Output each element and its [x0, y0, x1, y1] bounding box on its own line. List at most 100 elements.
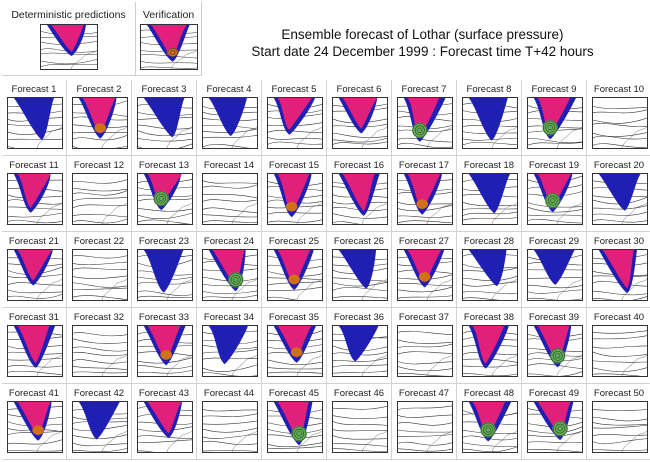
isobar-map	[138, 174, 192, 224]
forecast-label: Forecast 50	[593, 388, 645, 399]
forecast-map	[7, 173, 63, 225]
forecast-panel: Forecast 24	[197, 232, 262, 308]
forecast-label: Forecast 15	[268, 160, 320, 171]
forecast-panel: Forecast 35	[262, 308, 327, 384]
deterministic-map	[39, 24, 98, 70]
forecast-label: Forecast 26	[333, 236, 385, 247]
forecast-label: Forecast 30	[593, 236, 645, 247]
forecast-map	[397, 325, 453, 377]
isobar-map	[203, 180, 257, 224]
forecast-map	[267, 325, 323, 377]
forecast-label: Forecast 21	[8, 236, 60, 247]
forecast-label: Forecast 27	[398, 236, 450, 247]
forecast-map	[72, 401, 128, 453]
deterministic-label: Deterministic predictions	[11, 9, 126, 21]
forecast-map	[72, 97, 128, 149]
forecast-label: Forecast 49	[528, 388, 580, 399]
forecast-panel: Forecast 16	[327, 156, 392, 232]
isobar-map	[463, 174, 517, 224]
isobar-map	[463, 98, 517, 148]
isobar-map	[398, 250, 452, 300]
figure-title: Ensemble forecast of Lothar (surface pre…	[205, 26, 640, 60]
forecast-panel: Forecast 45	[262, 384, 327, 460]
forecast-label: Forecast 25	[268, 236, 320, 247]
isobar-map	[593, 330, 647, 376]
forecast-map	[592, 173, 648, 225]
forecast-label: Forecast 17	[398, 160, 450, 171]
isobar-map	[8, 174, 62, 224]
isobar-map	[138, 326, 192, 376]
forecast-map	[332, 401, 388, 453]
isobar-map	[528, 326, 582, 376]
forecast-panel: Forecast 38	[457, 308, 522, 384]
forecast-map	[592, 249, 648, 301]
isobar-map	[8, 326, 62, 376]
isobar-map	[268, 250, 322, 300]
forecast-panel: Forecast 46	[327, 384, 392, 460]
forecast-panel: Forecast 8	[457, 80, 522, 156]
forecast-panel: Forecast 12	[67, 156, 132, 232]
isobar-map	[140, 25, 197, 69]
forecast-map	[137, 325, 193, 377]
forecast-panel: Forecast 44	[197, 384, 262, 460]
forecast-map	[592, 401, 648, 453]
forecast-panel: Forecast 11	[2, 156, 67, 232]
isobar-map	[398, 405, 452, 452]
isobar-map	[138, 402, 192, 452]
forecast-label: Forecast 19	[528, 160, 580, 171]
isobar-map	[463, 250, 517, 300]
forecast-panel: Forecast 21	[2, 232, 67, 308]
forecast-label: Forecast 22	[73, 236, 125, 247]
forecast-panel: Forecast 39	[522, 308, 587, 384]
forecast-label: Forecast 13	[138, 160, 190, 171]
forecast-map	[7, 325, 63, 377]
title-line-2: Start date 24 December 1999 : Forecast t…	[251, 44, 594, 59]
forecast-map	[332, 173, 388, 225]
forecast-map	[462, 401, 518, 453]
forecast-label: Forecast 45	[268, 388, 320, 399]
forecast-label: Forecast 42	[73, 388, 125, 399]
forecast-panel: Forecast 4	[197, 80, 262, 156]
forecast-panel: Forecast 22	[67, 232, 132, 308]
isobar-map	[203, 98, 257, 148]
forecast-label: Forecast 48	[463, 388, 515, 399]
forecast-panel: Forecast 7	[392, 80, 457, 156]
forecast-label: Forecast 9	[531, 84, 577, 95]
forecast-label: Forecast 44	[203, 388, 255, 399]
forecast-panel: Forecast 3	[132, 80, 197, 156]
forecast-map	[332, 249, 388, 301]
verification-map	[139, 24, 198, 70]
forecast-map	[332, 325, 388, 377]
forecast-label: Forecast 47	[398, 388, 450, 399]
deterministic-panel: Deterministic predictions	[2, 2, 136, 76]
forecast-panel: Forecast 28	[457, 232, 522, 308]
forecast-map	[7, 97, 63, 149]
isobar-map	[73, 179, 127, 224]
isobar-map	[593, 106, 647, 148]
isobar-map	[203, 326, 257, 376]
isobar-map	[593, 250, 647, 300]
forecast-panel: Forecast 33	[132, 308, 197, 384]
forecast-label: Forecast 41	[8, 388, 60, 399]
forecast-map	[462, 97, 518, 149]
forecast-map	[527, 401, 583, 453]
forecast-map	[397, 249, 453, 301]
forecast-panel: Forecast 48	[457, 384, 522, 460]
forecast-panel: Forecast 50	[587, 384, 650, 460]
forecast-map	[7, 401, 63, 453]
isobar-map	[333, 98, 387, 148]
forecast-panel: Forecast 47	[392, 384, 457, 460]
forecast-panel: Forecast 42	[67, 384, 132, 460]
forecast-map	[137, 401, 193, 453]
isobar-map	[333, 174, 387, 224]
forecast-label: Forecast 43	[138, 388, 190, 399]
isobar-map	[138, 250, 192, 300]
isobar-map	[463, 326, 517, 376]
forecast-panel: Forecast 31	[2, 308, 67, 384]
forecast-map	[202, 97, 258, 149]
forecast-panel: Forecast 32	[67, 308, 132, 384]
isobar-map	[8, 250, 62, 300]
title-line-1: Ensemble forecast of Lothar (surface pre…	[281, 27, 564, 42]
isobar-map	[73, 402, 127, 452]
forecast-map	[527, 97, 583, 149]
